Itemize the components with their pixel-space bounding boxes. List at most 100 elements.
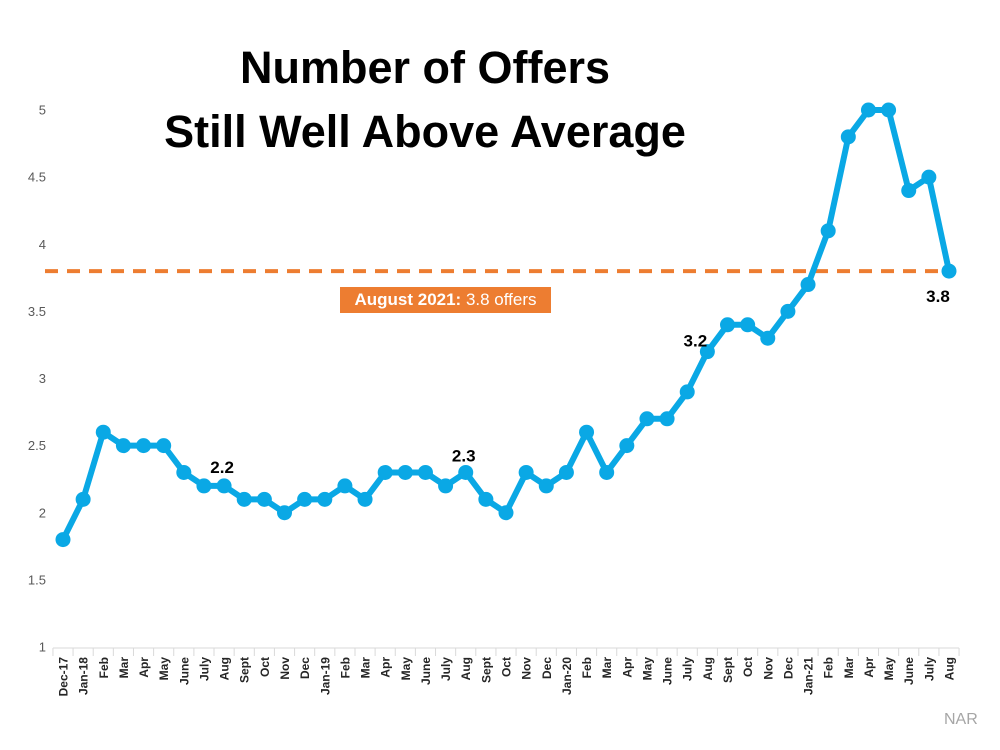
data-point <box>458 464 474 480</box>
x-axis-label: Mar <box>842 657 856 679</box>
data-point <box>95 424 111 440</box>
x-axis-label: Dec <box>298 657 312 679</box>
data-label: 3.8 <box>926 287 950 306</box>
x-axis-label: Jan-20 <box>560 657 574 695</box>
x-axis-label: Feb <box>338 657 352 678</box>
callout-value: 3.8 offers <box>461 290 537 309</box>
x-axis-label: May <box>157 657 171 681</box>
x-axis-label: May <box>882 657 896 681</box>
data-point <box>75 491 91 507</box>
x-axis-label: Apr <box>862 657 876 678</box>
source-label: NAR <box>944 711 978 728</box>
data-point <box>297 491 313 507</box>
data-point <box>478 491 494 507</box>
data-label: 2.3 <box>452 446 476 465</box>
x-axis-label: Aug <box>218 657 232 680</box>
data-point <box>498 505 514 521</box>
data-point <box>377 464 393 480</box>
chart-title-line2: Still Well Above Average <box>164 106 686 157</box>
data-point <box>136 438 152 454</box>
y-axis-label: 2.5 <box>28 438 46 453</box>
x-axis-label: Jan-18 <box>77 657 91 695</box>
x-axis-label: Mar <box>359 657 373 679</box>
y-axis-label: 3.5 <box>28 304 46 319</box>
data-point <box>760 330 776 346</box>
x-axis-label: July <box>197 657 211 681</box>
callout-label: August 2021: <box>354 290 462 309</box>
chart-title: Number of Offers Still Well Above Averag… <box>55 36 795 164</box>
data-point <box>639 411 655 427</box>
x-axis-label: July <box>681 657 695 681</box>
x-axis-label: Feb <box>822 657 836 678</box>
data-point <box>679 384 695 400</box>
data-point <box>941 263 957 279</box>
data-point <box>256 491 272 507</box>
x-axis-label: Apr <box>620 657 634 678</box>
data-point <box>176 464 192 480</box>
x-axis-label: Sept <box>479 657 493 683</box>
data-point <box>518 464 534 480</box>
x-axis-label: Jan-21 <box>802 657 816 695</box>
data-point <box>357 491 373 507</box>
x-axis-label: Dec-17 <box>57 657 71 697</box>
x-axis-label: Feb <box>580 657 594 678</box>
x-axis-label: June <box>419 657 433 685</box>
x-axis-label: Sept <box>238 657 252 683</box>
x-axis-label: Oct <box>258 657 272 677</box>
data-label: 2.2 <box>210 458 234 477</box>
data-point <box>317 491 333 507</box>
y-axis-label: 4 <box>39 237 46 252</box>
data-point <box>277 505 293 521</box>
data-point <box>236 491 252 507</box>
x-axis-label: Mar <box>600 657 614 679</box>
x-axis-label: Nov <box>278 657 292 680</box>
x-axis-label: June <box>902 657 916 685</box>
x-axis-label: Aug <box>943 657 957 680</box>
data-point <box>800 277 816 293</box>
y-axis-label: 3 <box>39 371 46 386</box>
x-axis-label: June <box>177 657 191 685</box>
x-axis-label: July <box>922 657 936 681</box>
x-axis-label: May <box>399 657 413 681</box>
x-axis-label: July <box>439 657 453 681</box>
series-line <box>60 107 953 543</box>
x-axis-label: Oct <box>741 657 755 677</box>
x-axis-label: Jan-19 <box>318 657 332 695</box>
x-axis-label: May <box>640 657 654 681</box>
x-axis-label: Feb <box>97 657 111 678</box>
data-point <box>740 317 756 333</box>
data-point <box>840 129 856 145</box>
x-axis-label: Apr <box>137 657 151 678</box>
x-axis-label: Apr <box>379 657 393 678</box>
data-point <box>599 464 615 480</box>
data-point <box>699 344 715 360</box>
x-axis-label: Dec <box>540 657 554 679</box>
y-axis-label: 5 <box>39 103 46 118</box>
data-point <box>417 464 433 480</box>
data-point <box>860 102 876 118</box>
data-point <box>337 478 353 494</box>
data-point <box>901 183 917 199</box>
x-axis-label: Oct <box>500 657 514 677</box>
data-point <box>921 169 937 185</box>
x-axis-label: June <box>661 657 675 685</box>
x-axis-label: Nov <box>761 657 775 680</box>
data-point <box>397 464 413 480</box>
data-point <box>156 438 172 454</box>
data-label: 3.2 <box>684 332 708 351</box>
data-point <box>558 464 574 480</box>
x-axis-label: Sept <box>721 657 735 683</box>
x-axis-label: Mar <box>117 657 131 679</box>
data-point <box>881 102 897 118</box>
data-point <box>780 303 796 319</box>
x-axis-label: Aug <box>459 657 473 680</box>
y-axis-label: 4.5 <box>28 170 46 185</box>
data-point <box>659 411 675 427</box>
y-axis-label: 2 <box>39 505 46 520</box>
data-point <box>820 223 836 239</box>
x-axis-label: Dec <box>781 657 795 679</box>
x-axis-label: Aug <box>701 657 715 680</box>
data-point <box>619 438 635 454</box>
